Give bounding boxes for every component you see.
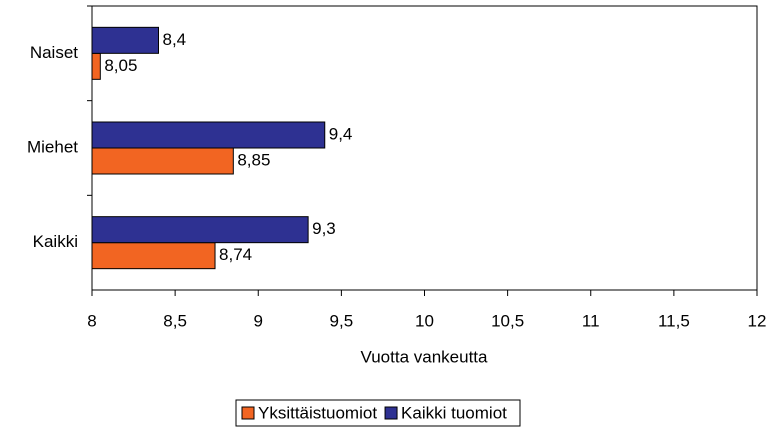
y-tick-label: Naiset — [30, 43, 78, 62]
legend-box — [235, 399, 521, 427]
x-tick-label: 10 — [415, 311, 434, 330]
legend-swatch — [241, 406, 255, 420]
data-label: 8,05 — [104, 56, 137, 75]
bar — [91, 147, 234, 175]
x-tick-label: 11,5 — [658, 311, 690, 330]
bar — [91, 121, 326, 149]
data-label: 8,74 — [219, 245, 252, 264]
legend-swatch — [384, 406, 398, 420]
legend-label: Kaikki tuomiot — [401, 403, 507, 422]
data-label: 9,4 — [329, 124, 353, 143]
y-tick-label: Miehet — [27, 137, 78, 156]
y-tick-label: Kaikki — [33, 232, 78, 251]
data-label: 9,3 — [312, 219, 336, 238]
x-tick-label: 10,5 — [491, 311, 524, 330]
bar — [91, 242, 216, 270]
x-axis-label: Vuotta vankeutta — [361, 347, 489, 366]
x-tick-label: 8 — [87, 311, 96, 330]
x-tick-label: 9 — [254, 311, 263, 330]
data-label: 8,85 — [237, 150, 270, 169]
bar — [91, 26, 159, 54]
bar — [91, 52, 101, 80]
x-tick-label: 11 — [582, 311, 600, 330]
legend-label: Yksittäistuomiot — [258, 403, 377, 422]
x-tick-label: 12 — [748, 311, 767, 330]
x-tick-label: 9,5 — [330, 311, 354, 330]
bar — [91, 216, 309, 244]
x-tick-label: 8,5 — [163, 311, 187, 330]
data-label: 8,4 — [163, 30, 187, 49]
